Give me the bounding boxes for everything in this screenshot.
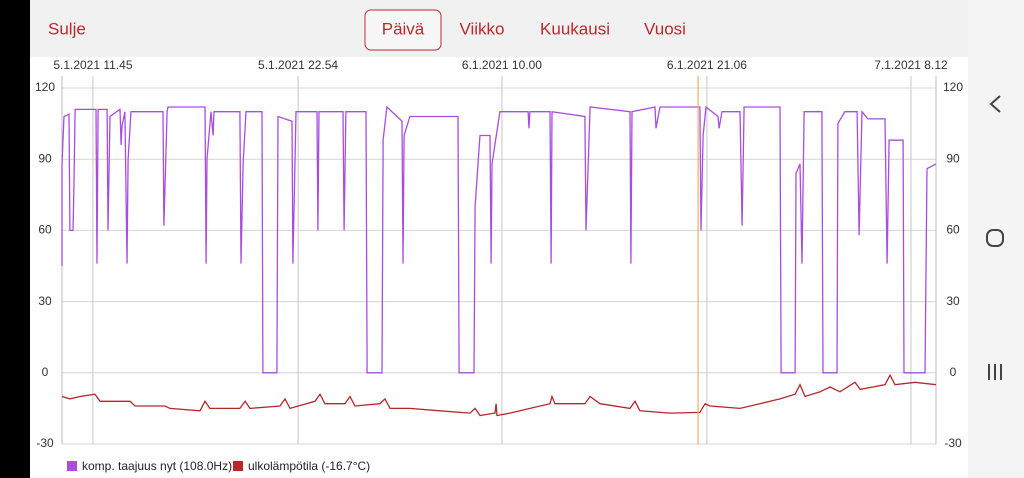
y-tick-label-right: 30 [946, 294, 960, 308]
y-tick-label: 30 [38, 294, 52, 308]
app [30, 0, 968, 478]
legend-label: ulkolämpötila (-16.7°C) [248, 459, 370, 473]
back-button[interactable] [989, 95, 1001, 113]
active-tab-frame [364, 9, 442, 51]
series-line [61, 105, 937, 374]
y-tick-label: 90 [38, 151, 52, 165]
nav-bar [968, 0, 1024, 478]
series-line [61, 373, 937, 417]
x-tick-label: 6.1.2021 10.00 [462, 58, 542, 72]
home-button[interactable] [986, 229, 1004, 247]
tab[interactable]: Vuosi [644, 19, 686, 38]
y-tick-label: 120 [35, 80, 55, 94]
y-tick-label-right: 120 [943, 80, 963, 94]
legend-swatch [233, 461, 243, 471]
y-tick-label: -30 [36, 436, 54, 450]
tab[interactable]: Viikko [459, 19, 504, 38]
close-button[interactable]: Sulje [48, 19, 86, 38]
y-tick-label: 60 [38, 223, 52, 237]
legend-swatch [67, 461, 77, 471]
x-tick-label: 6.1.2021 21.06 [667, 58, 747, 72]
y-tick-label: 0 [42, 365, 49, 379]
y-tick-label-right: 0 [950, 365, 957, 379]
x-tick-label: 5.1.2021 22.54 [258, 58, 338, 72]
tabs: Päivä Viikko Kuukausi Vuosi [364, 9, 686, 51]
recents-button[interactable] [988, 364, 1002, 380]
y-tick-label-right: 90 [946, 151, 960, 165]
header [30, 0, 968, 57]
y-tick-label-right: -30 [944, 436, 962, 450]
chart: -30 -30 0 0 30 30 60 60 90 90 120 120 5.1.2021 11.45… [35, 58, 963, 473]
y-tick-label-right: 60 [946, 223, 960, 237]
x-tick-label: 7.1.2021 8.12 [874, 58, 948, 72]
x-tick-label: 5.1.2021 11.45 [53, 58, 133, 72]
legend-label: komp. taajuus nyt (108.0Hz) [82, 459, 232, 473]
tab[interactable]: Kuukausi [540, 19, 610, 38]
tab[interactable]: Päivä [382, 19, 425, 38]
